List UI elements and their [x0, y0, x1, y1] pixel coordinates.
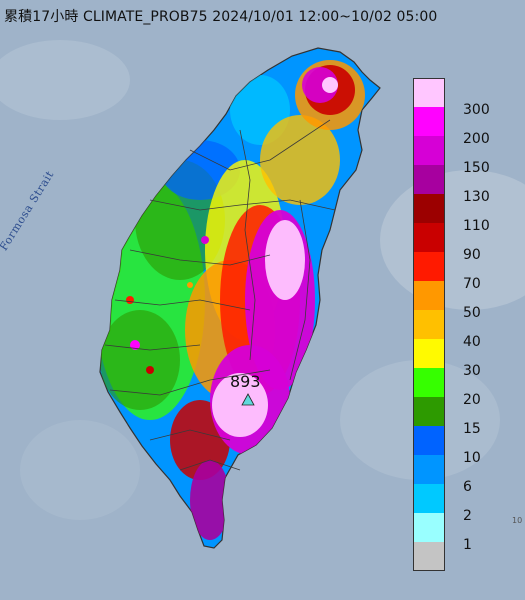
legend-swatch: [413, 107, 445, 136]
legend-item: 90: [413, 223, 517, 262]
legend-swatch: [413, 136, 445, 165]
legend-item: 200: [413, 107, 517, 146]
legend-label: 110: [463, 218, 490, 234]
legend-label: 150: [463, 160, 490, 176]
legend-item: 10: [413, 426, 517, 465]
legend-item: 40: [413, 310, 517, 349]
legend-label: 20: [463, 392, 481, 408]
legend-label: 300: [463, 102, 490, 118]
legend-swatch: [413, 165, 445, 194]
legend-swatch: [413, 368, 445, 397]
legend-label: 200: [463, 131, 490, 147]
legend-swatch: [413, 426, 445, 455]
legend-item: 30: [413, 339, 517, 378]
legend-swatch: [413, 339, 445, 368]
legend-swatch: [413, 397, 445, 426]
legend-item: 1: [413, 513, 517, 552]
legend-item: 2: [413, 484, 517, 523]
legend-item: [413, 542, 517, 571]
legend-swatch: [413, 310, 445, 339]
legend-item: 110: [413, 194, 517, 233]
legend-label: 6: [463, 479, 472, 495]
peak-value-label: 893: [230, 372, 261, 391]
legend-label: 30: [463, 363, 481, 379]
county-boundaries: [104, 119, 336, 471]
corner-label: 10: [512, 516, 523, 525]
peak-marker-icon: [241, 393, 255, 406]
legend-item: 15: [413, 397, 517, 436]
legend-swatch: [413, 194, 445, 223]
legend-label: 70: [463, 276, 481, 292]
legend-swatch: [413, 513, 445, 542]
legend-swatch: [413, 542, 445, 571]
legend-item: 150: [413, 136, 517, 175]
legend-label: 50: [463, 305, 481, 321]
legend-item: 6: [413, 455, 517, 494]
legend-label: 1: [463, 537, 472, 553]
legend-swatch: [413, 281, 445, 310]
legend-swatch: [413, 223, 445, 252]
legend-label: 130: [463, 189, 490, 205]
legend-swatch: [413, 455, 445, 484]
legend-swatch: [413, 252, 445, 281]
rainfall-legend: 300 200 150 130 110 90 70 50 40 30 20 15…: [413, 78, 517, 571]
legend-item: 130: [413, 165, 517, 204]
legend-label: 40: [463, 334, 481, 350]
legend-swatch: [413, 484, 445, 513]
legend-label: 90: [463, 247, 481, 263]
legend-item: 20: [413, 368, 517, 407]
legend-label: 2: [463, 508, 472, 524]
legend-item: 70: [413, 252, 517, 291]
legend-swatch: [413, 78, 445, 107]
map-title: 累積17小時 CLIMATE_PROB75 2024/10/01 12:00~1…: [4, 9, 438, 25]
legend-label: 15: [463, 421, 481, 437]
legend-item: 300: [413, 78, 517, 117]
legend-item: 50: [413, 281, 517, 320]
legend-label: 10: [463, 450, 481, 466]
